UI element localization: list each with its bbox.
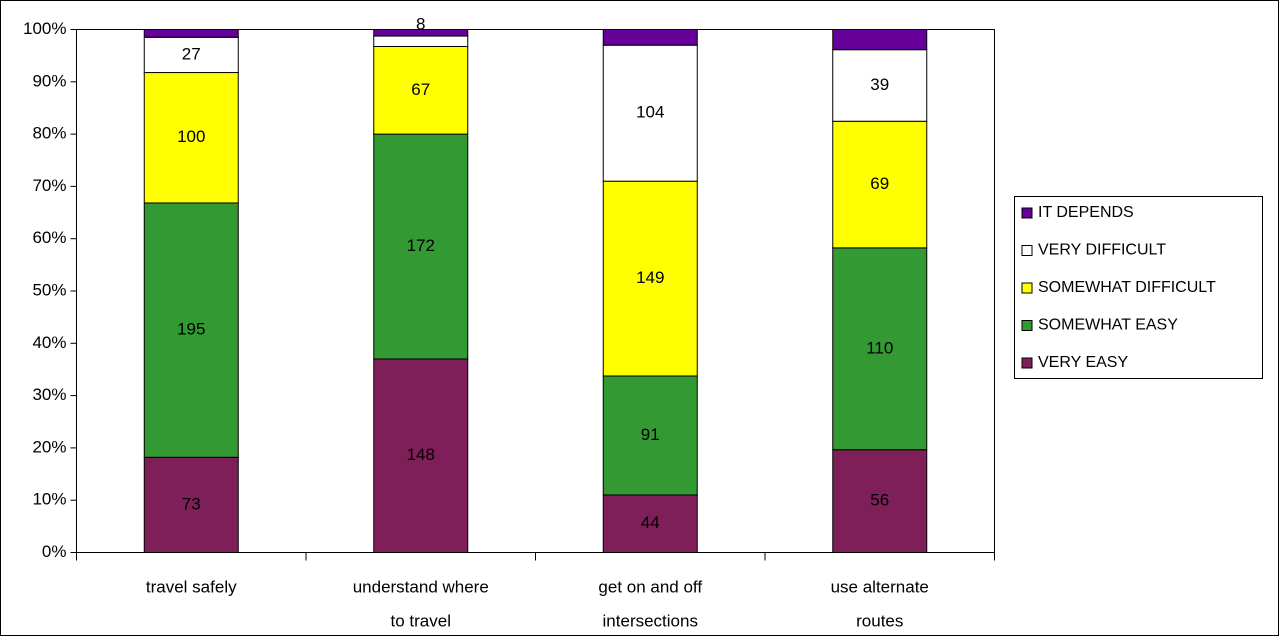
data-label: 148: [407, 445, 435, 464]
data-label: 91: [641, 425, 660, 444]
legend-label: IT DEPENDS: [1038, 204, 1134, 221]
x-tick-label: understand where to travel: [353, 578, 489, 631]
y-tick-label: 10%: [32, 490, 66, 509]
y-tick-label: 80%: [32, 124, 66, 143]
data-label: 104: [636, 103, 664, 122]
bar-segment: [832, 49, 928, 122]
bar-segment: [602, 44, 698, 182]
legend-label: VERY DIFFICULT: [1038, 242, 1166, 259]
data-label: 100: [177, 127, 205, 146]
legend-swatch: [1021, 245, 1033, 256]
bar-segment: [143, 456, 239, 553]
bar-segment: [832, 29, 928, 51]
bar-segment: [373, 45, 469, 135]
data-label: 44: [641, 513, 660, 532]
data-label: 8: [416, 15, 425, 34]
bar-segment: [602, 494, 698, 553]
data-label: 149: [636, 268, 664, 287]
y-tick-label: 60%: [32, 228, 66, 247]
bar-segment: [143, 202, 239, 458]
y-tick-label: 50%: [32, 280, 66, 299]
y-tick-label: 90%: [32, 71, 66, 90]
y-tick-label: 40%: [32, 333, 66, 352]
legend-label: SOMEWHAT EASY: [1038, 317, 1178, 334]
y-tick-label: 70%: [32, 176, 66, 195]
data-label: 27: [182, 44, 201, 63]
y-tick-label: 30%: [32, 385, 66, 404]
data-label: 39: [870, 75, 889, 94]
legend-swatch: [1021, 282, 1033, 294]
data-label: 195: [177, 320, 205, 339]
bar-segment: [373, 29, 469, 37]
bar-segment: [143, 72, 239, 204]
data-label: 67: [411, 80, 430, 99]
legend-swatch: [1021, 320, 1033, 331]
legend-box: [1014, 196, 1263, 379]
x-tick-label: use alternate routes: [831, 578, 929, 631]
bar-segment: [602, 180, 698, 377]
bar-segment: [832, 247, 928, 451]
bar-segment: [602, 29, 698, 46]
x-tick-label: get on and off intersections: [598, 578, 702, 631]
bar-segment: [373, 133, 469, 360]
data-label: 73: [182, 494, 201, 513]
legend-label: SOMEWHAT DIFFICULT: [1038, 279, 1216, 296]
legend-swatch: [1021, 207, 1033, 219]
bar-segment: [373, 358, 469, 553]
data-label: 172: [407, 236, 435, 255]
bar-segment: [143, 29, 239, 38]
legend-label: VERY EASY: [1038, 354, 1128, 371]
legend-swatch: [1021, 357, 1033, 369]
y-tick-label: 20%: [32, 437, 66, 456]
x-tick-label: travel safely: [146, 578, 237, 597]
data-label: 69: [870, 174, 889, 193]
bar-segment: [373, 35, 469, 47]
bar-segment: [832, 120, 928, 249]
y-tick-label: 100%: [23, 19, 66, 38]
y-tick-label: 0%: [42, 542, 67, 561]
data-label: 110: [866, 338, 893, 357]
data-label: 56: [870, 491, 889, 510]
